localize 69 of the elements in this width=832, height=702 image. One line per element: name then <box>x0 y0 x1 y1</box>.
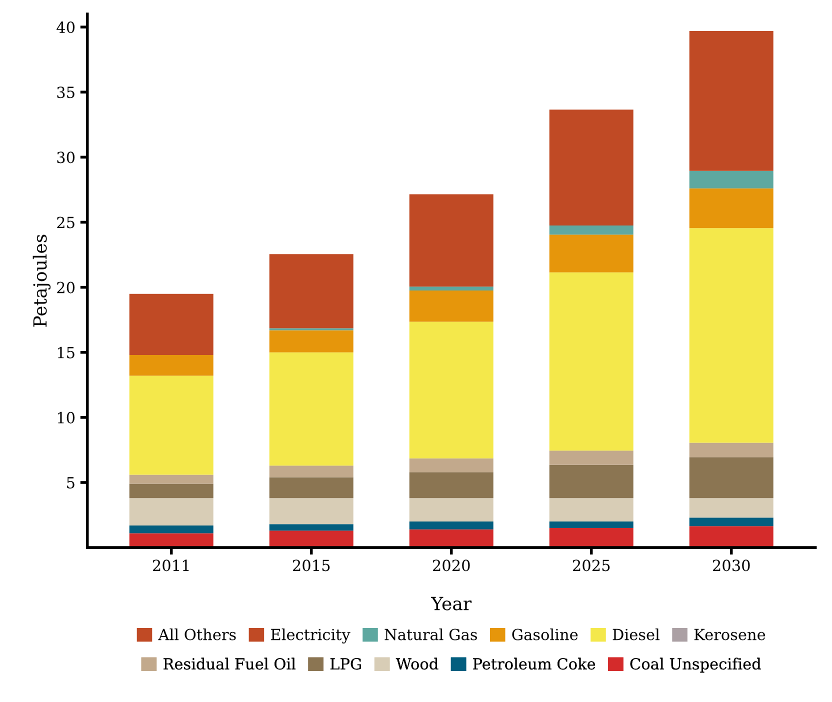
x-tick-label: 2015 <box>292 560 330 572</box>
bar <box>129 484 214 498</box>
bar <box>549 528 634 548</box>
legend-label: Coal Unspecified <box>630 658 761 673</box>
x-tick-label: 2011 <box>152 560 189 572</box>
legend-label: All Others <box>158 628 236 640</box>
bar <box>269 254 354 328</box>
bar <box>689 228 774 443</box>
bar <box>689 442 774 458</box>
bar <box>129 354 214 376</box>
bar <box>409 522 494 530</box>
bar <box>689 30 774 171</box>
bar <box>549 464 634 498</box>
x-tick-label: 2020 <box>432 560 470 572</box>
bar <box>689 498 774 518</box>
bar <box>409 290 494 322</box>
legend-label: Petroleum Coke <box>473 658 596 670</box>
y-tick-label: 40 <box>56 22 75 34</box>
legend-label: Diesel <box>612 628 660 640</box>
bar <box>129 376 214 475</box>
y-tick-label: 25 <box>57 216 74 228</box>
bar <box>689 526 774 548</box>
bar <box>689 170 774 188</box>
y-tick-label: 10 <box>58 412 75 424</box>
bar <box>129 533 214 548</box>
bar <box>129 525 214 534</box>
bar <box>129 498 214 526</box>
bar <box>269 352 354 466</box>
bar <box>409 458 494 472</box>
legend-label: Wood <box>396 658 438 670</box>
bar <box>129 474 214 484</box>
y-axis-title: Petajoules <box>32 234 51 327</box>
y-tick-label: 5 <box>67 477 74 489</box>
bar <box>269 477 354 498</box>
bar <box>409 194 494 287</box>
bar <box>269 530 354 548</box>
bar <box>549 110 634 226</box>
bar <box>549 498 634 522</box>
bar <box>689 457 774 498</box>
bar <box>269 330 354 352</box>
y-tick-label: 35 <box>57 86 74 98</box>
bar <box>549 522 634 528</box>
bar <box>549 234 634 272</box>
legend-label: Residual Fuel Oil <box>164 658 296 670</box>
y-tick-label: 15 <box>58 346 74 358</box>
bar <box>269 498 354 524</box>
x-axis-title: Year <box>430 596 472 610</box>
bar <box>269 524 354 531</box>
bar <box>269 466 354 478</box>
bar <box>409 498 494 522</box>
x-tick-label: 2030 <box>712 560 750 572</box>
bar <box>409 322 494 458</box>
bar <box>409 472 494 498</box>
bar <box>549 450 634 465</box>
legend-label: Natural Gas <box>384 628 477 640</box>
bar <box>409 286 494 291</box>
bar <box>409 529 494 548</box>
legend-label: Kerosene <box>694 628 766 640</box>
x-tick-label: 2025 <box>572 560 610 572</box>
legend-label: LPG <box>330 658 362 670</box>
bar <box>549 272 634 451</box>
y-tick-label: 20 <box>57 282 75 294</box>
y-tick-label: 30 <box>57 152 75 164</box>
bar <box>129 294 214 355</box>
bar <box>549 225 634 235</box>
bar <box>689 518 774 526</box>
bar <box>689 188 774 228</box>
legend-label: Electricity <box>271 628 350 644</box>
legend-label: Gasoline <box>512 628 578 640</box>
